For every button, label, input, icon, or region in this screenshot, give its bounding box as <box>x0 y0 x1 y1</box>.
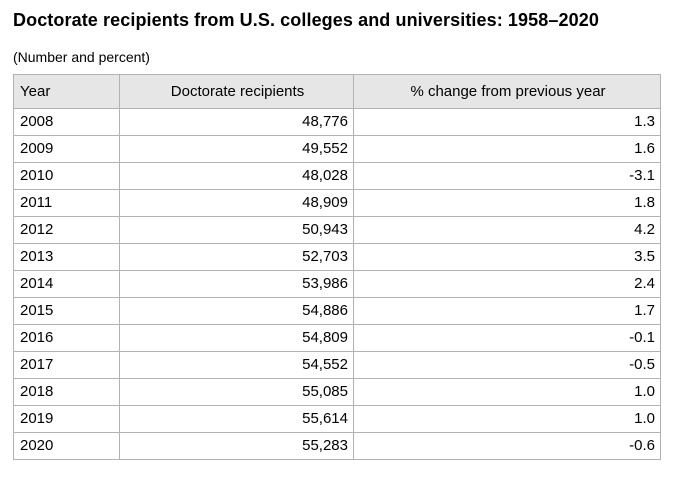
cell-doctorate-recipients: 49,552 <box>119 135 354 163</box>
cell-doctorate-recipients: 54,809 <box>119 324 354 352</box>
cell-doctorate-recipients: 54,886 <box>119 297 354 325</box>
table-body: 2008 48,776 1.3 2009 49,552 1.6 2010 48,… <box>13 108 661 460</box>
table-row: 2020 55,283 -0.6 <box>13 432 661 460</box>
cell-doctorate-recipients: 48,028 <box>119 162 354 190</box>
table-row: 2015 54,886 1.7 <box>13 297 661 325</box>
table-header: Year Doctorate recipients % change from … <box>13 74 661 109</box>
table-row: 2010 48,028 -3.1 <box>13 162 661 190</box>
doctorate-table: Year Doctorate recipients % change from … <box>13 74 661 460</box>
cell-percent-change: 1.6 <box>353 135 661 163</box>
cell-doctorate-recipients: 55,614 <box>119 405 354 433</box>
table-row: 2013 52,703 3.5 <box>13 243 661 271</box>
cell-year: 2018 <box>13 378 120 406</box>
cell-percent-change: 2.4 <box>353 270 661 298</box>
header-row: Year Doctorate recipients % change from … <box>13 74 661 109</box>
cell-doctorate-recipients: 55,085 <box>119 378 354 406</box>
cell-year: 2011 <box>13 189 120 217</box>
cell-year: 2019 <box>13 405 120 433</box>
table-row: 2019 55,614 1.0 <box>13 405 661 433</box>
table-row: 2017 54,552 -0.5 <box>13 351 661 379</box>
cell-percent-change: 1.8 <box>353 189 661 217</box>
cell-percent-change: 1.0 <box>353 405 661 433</box>
table-row: 2014 53,986 2.4 <box>13 270 661 298</box>
cell-year: 2016 <box>13 324 120 352</box>
cell-doctorate-recipients: 53,986 <box>119 270 354 298</box>
header-percent-change: % change from previous year <box>353 74 661 109</box>
cell-doctorate-recipients: 50,943 <box>119 216 354 244</box>
cell-doctorate-recipients: 48,776 <box>119 108 354 136</box>
table-row: 2009 49,552 1.6 <box>13 135 661 163</box>
cell-doctorate-recipients: 55,283 <box>119 432 354 460</box>
cell-percent-change: -3.1 <box>353 162 661 190</box>
cell-percent-change: -0.1 <box>353 324 661 352</box>
cell-year: 2008 <box>13 108 120 136</box>
cell-percent-change: 1.7 <box>353 297 661 325</box>
cell-year: 2014 <box>13 270 120 298</box>
table-row: 2018 55,085 1.0 <box>13 378 661 406</box>
table-subtitle: (Number and percent) <box>13 49 150 65</box>
cell-doctorate-recipients: 54,552 <box>119 351 354 379</box>
cell-percent-change: 3.5 <box>353 243 661 271</box>
header-year: Year <box>13 74 120 109</box>
cell-year: 2020 <box>13 432 120 460</box>
cell-percent-change: -0.6 <box>353 432 661 460</box>
cell-percent-change: 4.2 <box>353 216 661 244</box>
cell-percent-change: 1.3 <box>353 108 661 136</box>
cell-year: 2010 <box>13 162 120 190</box>
cell-percent-change: 1.0 <box>353 378 661 406</box>
table-row: 2016 54,809 -0.1 <box>13 324 661 352</box>
table-row: 2011 48,909 1.8 <box>13 189 661 217</box>
cell-year: 2012 <box>13 216 120 244</box>
cell-year: 2015 <box>13 297 120 325</box>
cell-doctorate-recipients: 48,909 <box>119 189 354 217</box>
table-row: 2008 48,776 1.3 <box>13 108 661 136</box>
cell-year: 2013 <box>13 243 120 271</box>
table-row: 2012 50,943 4.2 <box>13 216 661 244</box>
cell-doctorate-recipients: 52,703 <box>119 243 354 271</box>
cell-percent-change: -0.5 <box>353 351 661 379</box>
cell-year: 2017 <box>13 351 120 379</box>
table-title: Doctorate recipients from U.S. colleges … <box>13 10 599 30</box>
cell-year: 2009 <box>13 135 120 163</box>
header-doctorate-recipients: Doctorate recipients <box>119 74 354 109</box>
